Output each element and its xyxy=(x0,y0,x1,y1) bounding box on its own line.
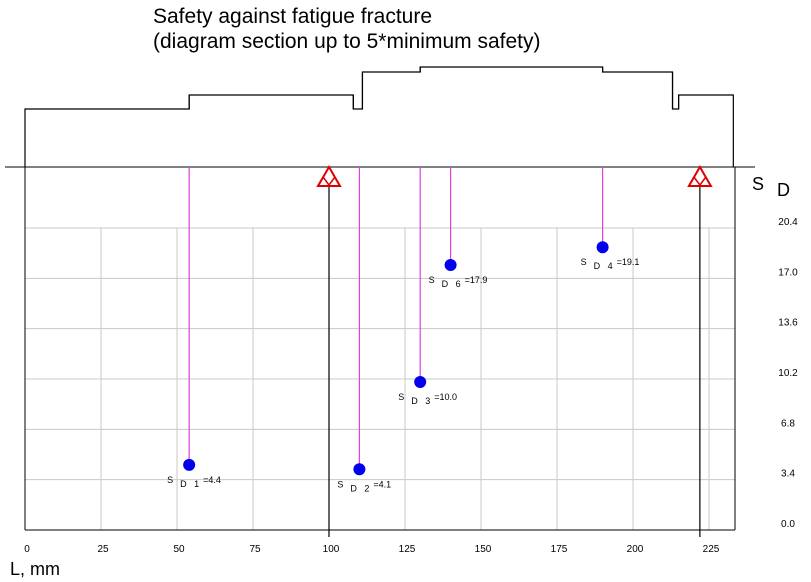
point-label-value: =10.0 xyxy=(434,392,457,402)
point-label-s: S xyxy=(581,257,587,267)
support-arrow-icon xyxy=(322,176,336,187)
point-label-n: 2 xyxy=(364,483,369,493)
x-tick-label: 175 xyxy=(551,544,568,555)
x-tick-label: 50 xyxy=(173,544,185,555)
chart-subtitle: (diagram section up to 5*minimum safety) xyxy=(153,30,541,53)
data-point-4 xyxy=(596,241,609,254)
bearing-support-icon xyxy=(316,165,342,187)
point-label-value: =17.9 xyxy=(465,275,488,285)
point-label-s: S xyxy=(167,475,173,485)
point-label-value: =4.4 xyxy=(203,475,221,485)
y-tick-label: 13.6 xyxy=(778,318,798,329)
point-label-d: D xyxy=(180,479,187,489)
point-label-d: D xyxy=(411,396,418,406)
y-tick-label: 3.4 xyxy=(781,469,795,480)
point-label-n: 3 xyxy=(425,396,430,406)
x-axis-title: L, mm xyxy=(10,559,60,579)
x-tick-label: 200 xyxy=(627,544,644,555)
point-label-d: D xyxy=(442,279,449,289)
bearing-support-icon xyxy=(687,165,713,187)
x-tick-label: 100 xyxy=(323,544,340,555)
y-tick-label: 10.2 xyxy=(778,368,798,379)
data-point-6 xyxy=(444,259,457,272)
y-tick-label: 17.0 xyxy=(778,267,798,278)
data-point-1 xyxy=(183,458,196,471)
point-label-value: =4.1 xyxy=(373,479,391,489)
point-label-s: S xyxy=(337,479,343,489)
support-arrow-icon xyxy=(693,176,707,187)
point-label-value: =19.1 xyxy=(617,257,640,267)
point-label-n: 6 xyxy=(456,279,461,289)
y-axis-title-s: S xyxy=(752,174,764,194)
y-tick-label: 20.4 xyxy=(778,217,798,228)
x-tick-label: 125 xyxy=(399,544,416,555)
shaft-outline xyxy=(24,66,734,167)
y-tick-label: 6.8 xyxy=(781,418,795,429)
y-axis-title-d: D xyxy=(777,180,790,200)
point-label-d: D xyxy=(350,483,357,493)
x-tick-label: 0 xyxy=(24,544,30,555)
y-tick-label: 0.0 xyxy=(781,519,795,530)
x-tick-label: 75 xyxy=(249,544,261,555)
data-point-2 xyxy=(353,463,366,476)
data-point-3 xyxy=(414,375,427,388)
x-tick-label: 150 xyxy=(475,544,492,555)
x-tick-label: 225 xyxy=(703,544,720,555)
point-label-s: S xyxy=(398,392,404,402)
point-label-n: 1 xyxy=(194,479,199,489)
chart-title: Safety against fatigue fracture xyxy=(153,5,432,28)
point-label-s: S xyxy=(429,275,435,285)
x-tick-label: 25 xyxy=(97,544,109,555)
point-label-d: D xyxy=(594,261,601,271)
point-label-n: 4 xyxy=(608,261,613,271)
